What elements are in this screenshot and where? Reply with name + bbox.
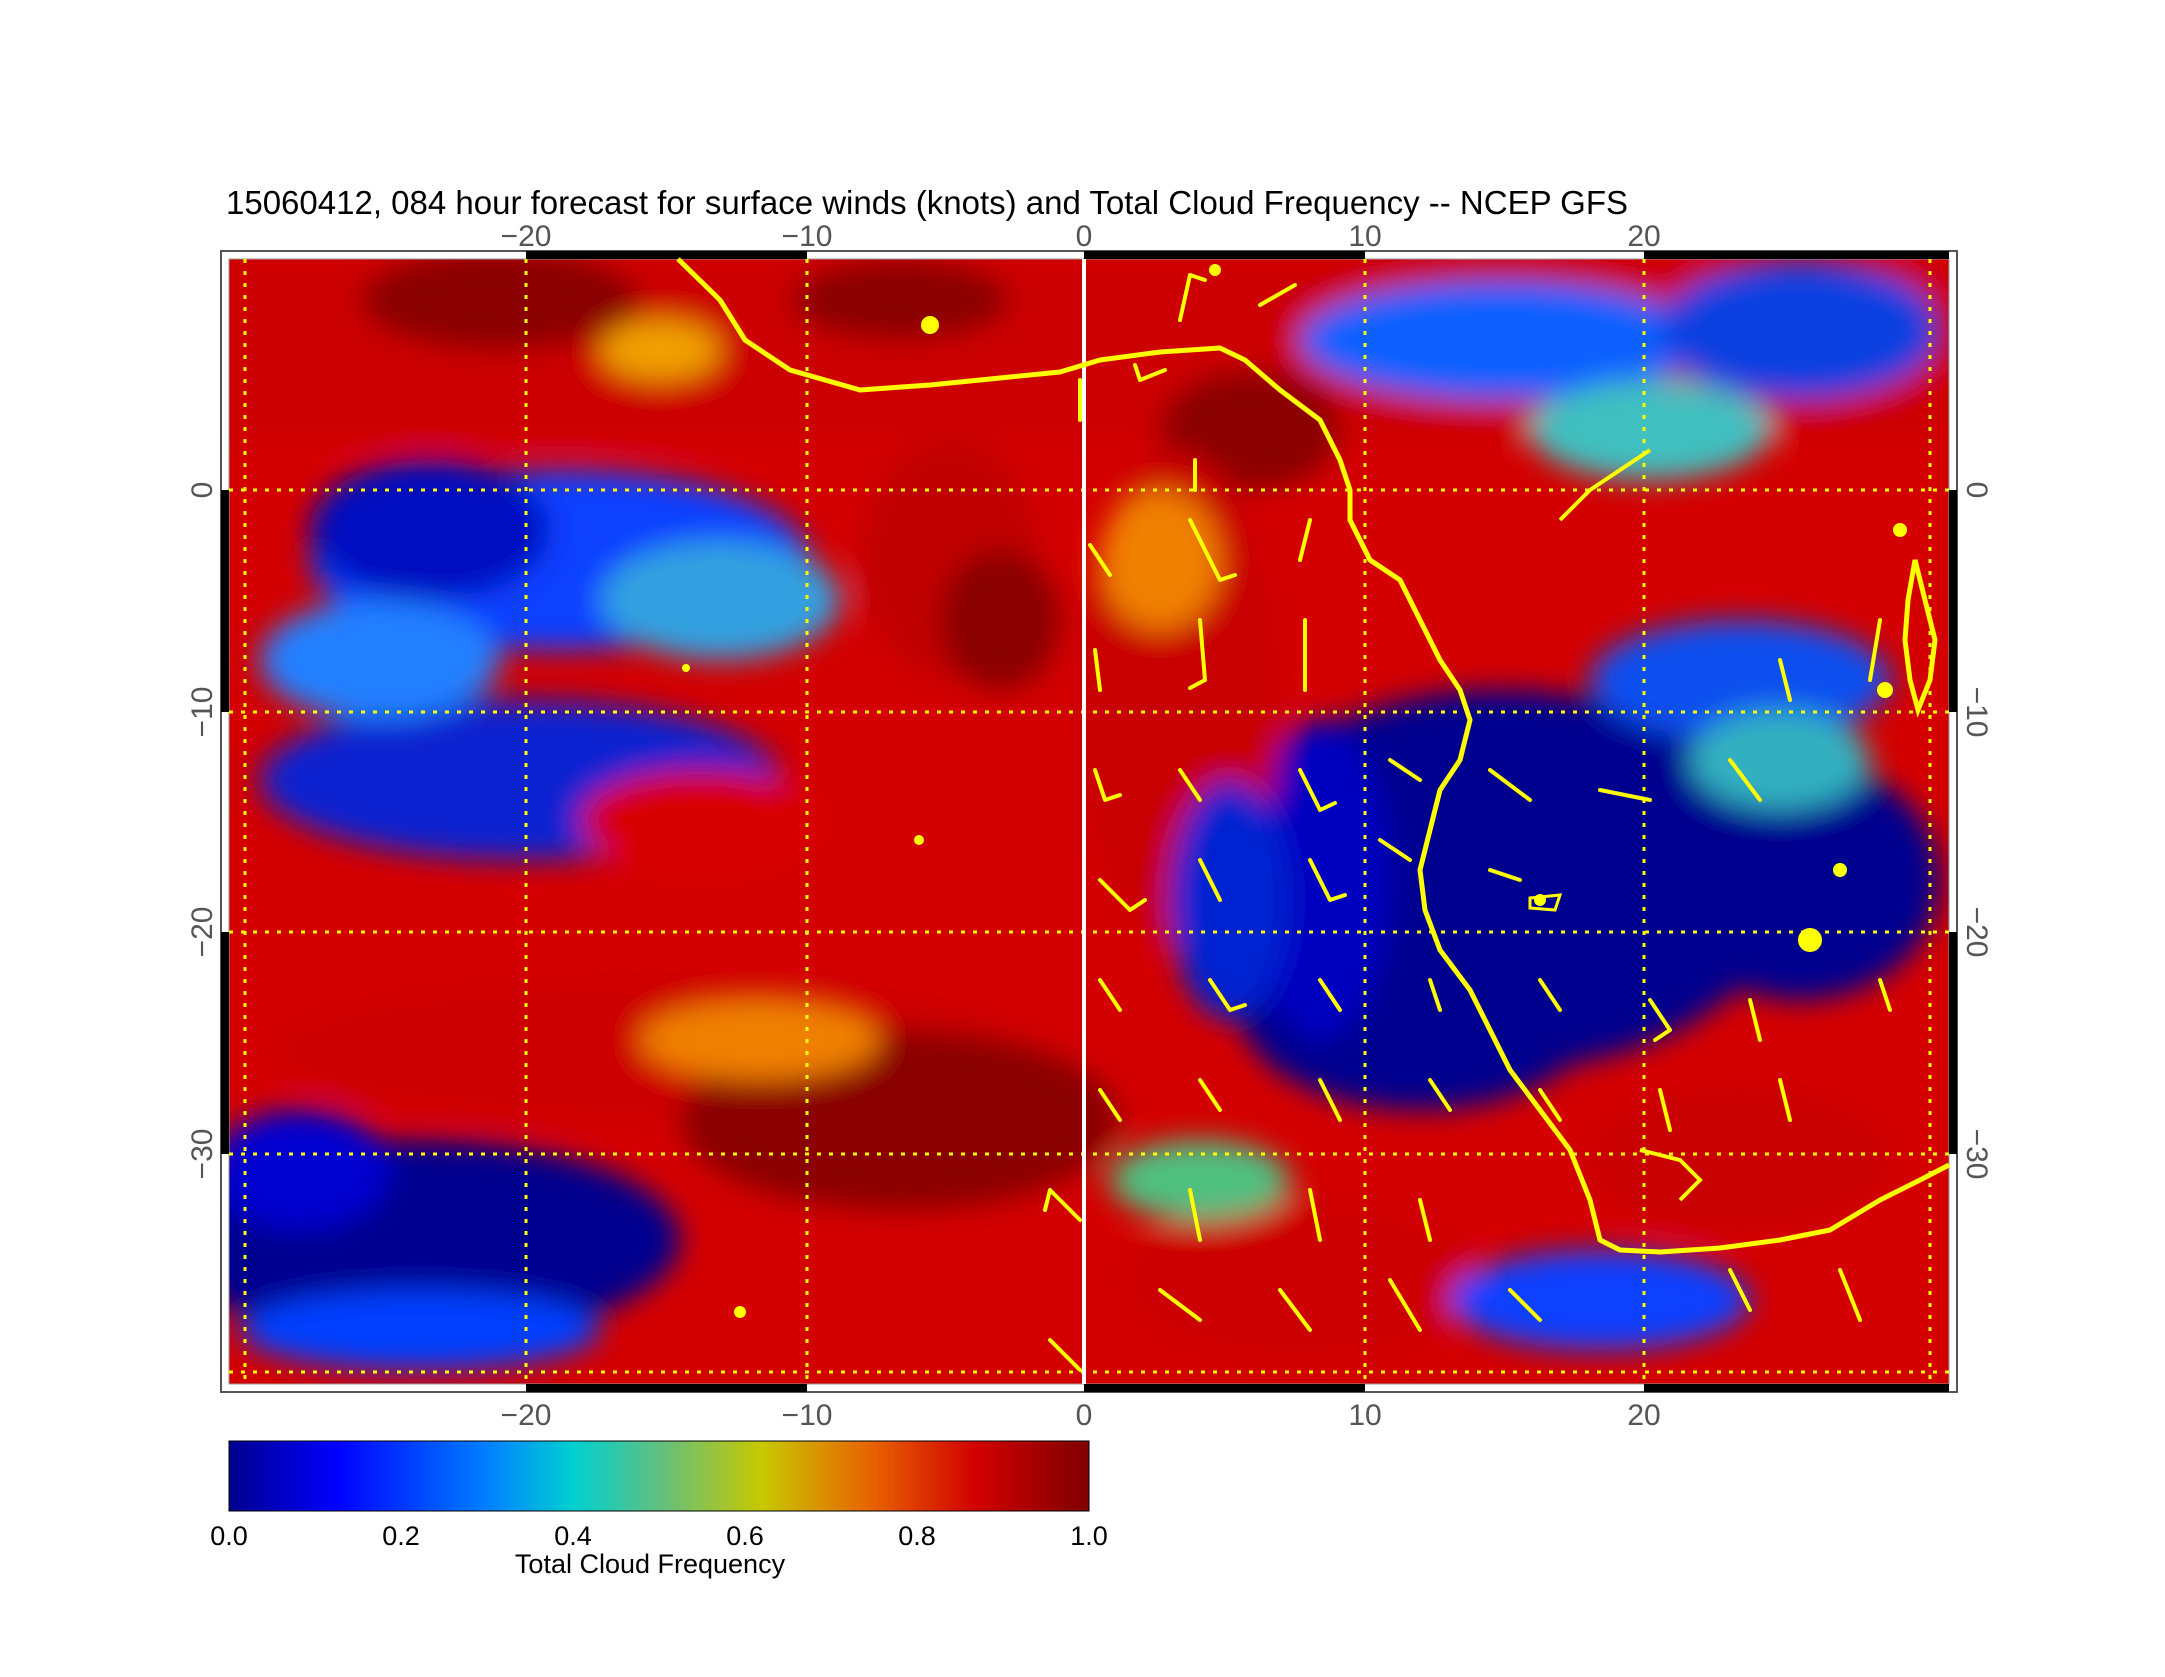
- lat-labels-left: 0 −10 −20 −30: [186, 482, 219, 1180]
- lon-label-bottom: 20: [1627, 1399, 1660, 1432]
- lon-label-top: 0: [1076, 220, 1093, 253]
- lon-label-top: 20: [1627, 220, 1660, 253]
- lon-label-bottom: 0: [1076, 1399, 1093, 1432]
- colorbar-tick-label: 0.4: [554, 1521, 592, 1551]
- africa-coastline: [676, 257, 1951, 1255]
- islands: [682, 264, 1907, 1318]
- lat-label-right: −20: [1960, 907, 1993, 958]
- lat-label-left: 0: [186, 482, 219, 499]
- map-border-ticks: [221, 251, 1957, 1392]
- colorbar: [228, 1440, 1090, 1512]
- colorbar-tick-label: 0.2: [382, 1521, 420, 1551]
- lat-label-right: −30: [1960, 1129, 1993, 1180]
- lat-label-left: −10: [186, 687, 219, 738]
- wind-barbs: [1043, 273, 1892, 1372]
- lat-label-left: −30: [186, 1129, 219, 1180]
- graticule: [229, 259, 1949, 1384]
- southeast-coast-fragment: [1639, 1148, 1703, 1202]
- inland-lake-outline: [1528, 893, 1563, 912]
- lon-label-bottom: −10: [782, 1399, 833, 1432]
- colorbar-tick-label: 0.6: [726, 1521, 764, 1551]
- lon-label-bottom: 10: [1348, 1399, 1381, 1432]
- east-coast-fragment: [1558, 448, 1652, 522]
- lon-labels-top: −20 −10 0 10 20: [501, 220, 1661, 253]
- colorbar-tick-label: 1.0: [1070, 1521, 1108, 1551]
- madagascar-coastline: [1902, 559, 1938, 718]
- lon-labels-bottom: −20 −10 0 10 20: [501, 1399, 1661, 1432]
- lat-label-left: −20: [186, 907, 219, 958]
- colorbar-tick-label: 0.0: [210, 1521, 248, 1551]
- lat-label-right: 0: [1960, 482, 1993, 499]
- cloud-frequency-field: [229, 259, 1949, 1384]
- colorbar-gradient: [228, 1440, 1090, 1512]
- figure-title: 15060412, 084 hour forecast for surface …: [226, 184, 1629, 221]
- lon-label-top: −20: [501, 220, 552, 253]
- lon-label-top: 10: [1348, 220, 1381, 253]
- lon-label-top: −10: [782, 220, 833, 253]
- lat-labels-right: 0 −10 −20 −30: [1960, 482, 1993, 1180]
- lon-label-bottom: −20: [501, 1399, 552, 1432]
- colorbar-tick-label: 0.8: [898, 1521, 936, 1551]
- lat-label-right: −10: [1960, 687, 1993, 738]
- colorbar-title: Total Cloud Frequency: [514, 1549, 786, 1579]
